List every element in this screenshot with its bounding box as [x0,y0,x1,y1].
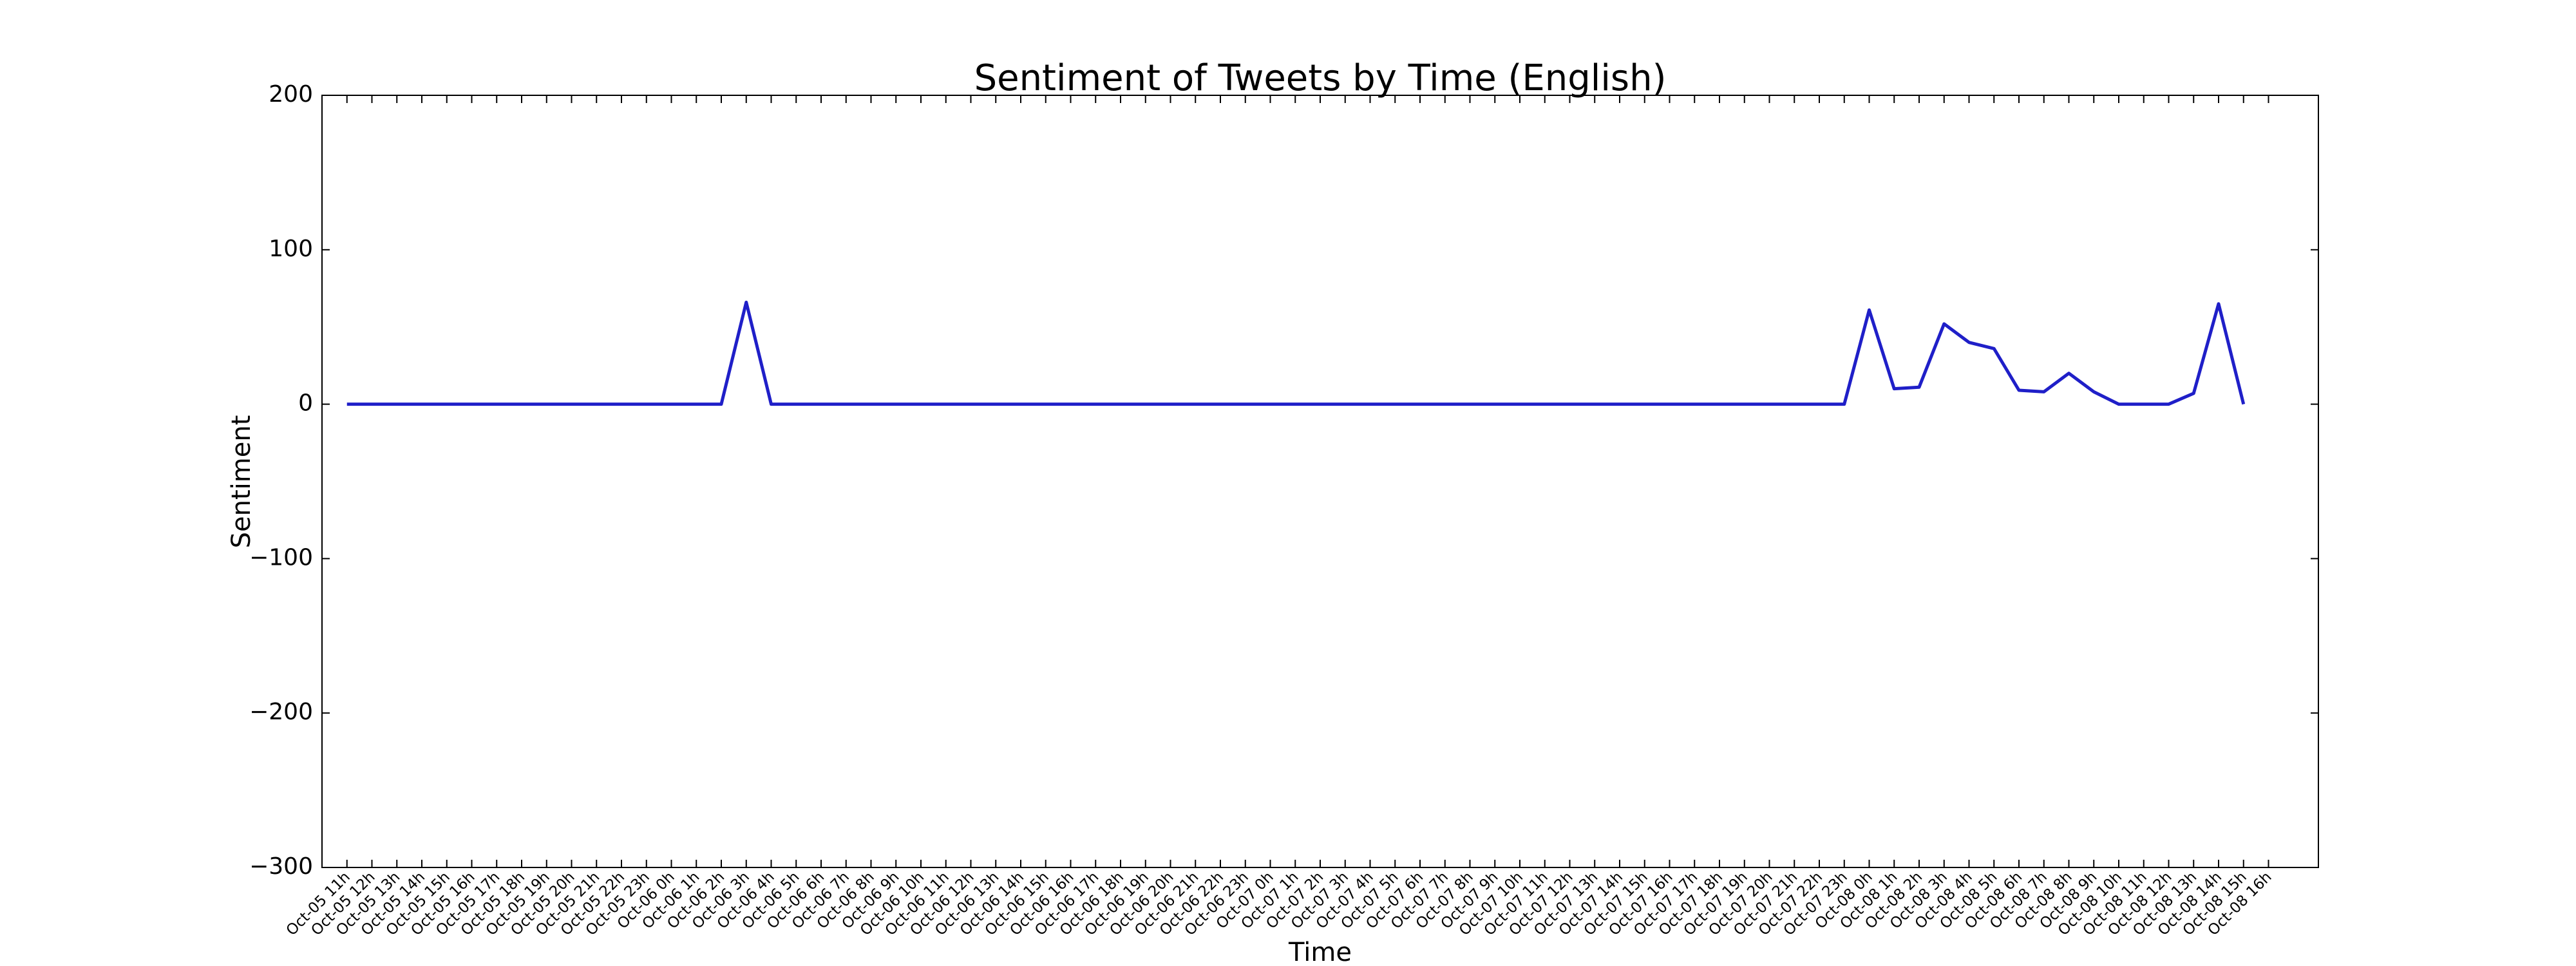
y-tick-label: −100 [249,544,313,571]
y-tick-label: 100 [269,236,313,262]
x-axis-label: Time [1288,938,1352,966]
y-tick-label: −300 [249,853,313,880]
chart-title: Sentiment of Tweets by Time (English) [974,57,1667,99]
data-line [346,300,2246,406]
plot-frame [321,95,2319,868]
y-axis-label: Sentiment [227,415,256,549]
y-tick-label: 200 [269,81,313,108]
y-tick-label: 0 [298,390,313,417]
y-tick-label: −200 [249,699,313,725]
